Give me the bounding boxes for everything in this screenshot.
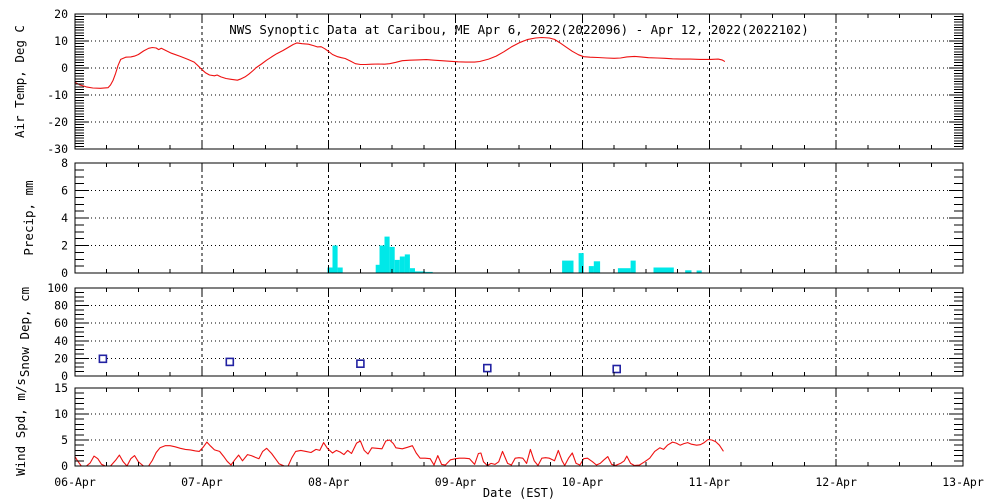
precip-bar	[409, 268, 415, 273]
y-tick-label: 2	[61, 239, 68, 253]
y-tick-label: 5	[61, 433, 68, 447]
y-axis-title-wind: Wind Spd, m/s	[13, 378, 28, 476]
y-tick-label: 20	[54, 7, 68, 21]
precip-bar	[617, 268, 631, 273]
panel-precip: 0 2 4 6 8 Precip, mm	[21, 156, 964, 280]
y-tick-label: 20	[54, 351, 68, 365]
y-tick-label: 100	[47, 281, 68, 295]
y-ticks-temp	[75, 13, 963, 150]
precip-bar	[404, 254, 410, 273]
panel-border-snow	[74, 287, 964, 377]
panel-border-wind	[74, 387, 964, 467]
y-tick-labels-snow: 0 20 40 60 80 100	[47, 281, 68, 383]
y-tick-label: 10	[54, 407, 68, 421]
y-tick-label: 40	[54, 334, 68, 348]
precip-bar	[327, 267, 333, 273]
y-tick-label: 0	[61, 459, 68, 473]
precip-bar	[588, 266, 594, 273]
panel-border-temp	[74, 13, 964, 150]
precip-bar	[384, 236, 390, 273]
air_temp_deg_c-line	[74, 36, 726, 89]
x-tick-label: 06-Apr	[54, 475, 96, 489]
precip-bar	[578, 253, 584, 273]
snow-depth-marker	[612, 364, 622, 374]
y-tick-labels-precip: 0 2 4 6 8	[61, 156, 68, 280]
x-axis-title: Date (EST)	[483, 486, 555, 500]
wind_speed_m_s-line	[74, 438, 724, 467]
h-gridlines-temp	[75, 40, 963, 123]
x-tick-label: 08-Apr	[308, 475, 350, 489]
h-gridlines-precip	[75, 190, 963, 246]
panel-border-precip	[74, 162, 964, 274]
y-tick-labels-temp: -30 -20 -10 0 10 20	[47, 7, 68, 156]
x-tick-labels: 06-Apr 07-Apr 08-Apr 09-Apr 10-Apr 11-Apr 12-A…	[54, 475, 984, 489]
y-tick-label: 0	[61, 61, 68, 75]
y-tick-label: 15	[54, 381, 68, 395]
precip-bar	[630, 260, 636, 273]
x-tick-label: 10-Apr	[562, 475, 604, 489]
v-gridlines-snow	[201, 288, 837, 376]
precip-bar	[389, 246, 395, 273]
precip-bar	[593, 261, 601, 273]
x-tick-label: 07-Apr	[181, 475, 223, 489]
y-tick-label: 60	[54, 316, 68, 330]
precip-bar	[337, 267, 343, 273]
h-gridlines-snow	[75, 305, 963, 359]
snow-depth-marker	[225, 357, 235, 367]
panel-temp: -30 -20 -10 0 10 20 Air Temp, Deg C	[12, 7, 964, 156]
y-tick-label: 0	[61, 369, 68, 383]
y-tick-label: -20	[47, 115, 68, 129]
snow_depth_cm-points	[98, 354, 622, 374]
h-gridlines-wind	[75, 413, 963, 441]
precip-bar	[332, 245, 338, 273]
y-tick-label: 6	[61, 184, 68, 198]
y-axis-title-precip: Precip, mm	[21, 180, 36, 255]
y-tick-label: 10	[54, 34, 68, 48]
snow-depth-marker	[482, 363, 492, 373]
precip_mm-bars	[327, 236, 702, 274]
x-tick-label: 13-Apr	[942, 475, 984, 489]
y-tick-label: 8	[61, 156, 68, 170]
precip-bar	[653, 267, 674, 273]
precip-bar	[685, 270, 692, 274]
x-tick-label: 11-Apr	[689, 475, 731, 489]
precip-bar	[415, 271, 426, 273]
chart-title: NWS Synoptic Data at Caribou, ME Apr 6, …	[229, 22, 808, 37]
v-gridlines-wind	[201, 388, 837, 466]
y-tick-label: -30	[47, 142, 68, 156]
precip-bar	[379, 245, 385, 273]
y-axis-title-snow: Snow Dep, cm	[17, 287, 32, 377]
y-tick-label: -10	[47, 88, 68, 102]
panel-snow: 0 20 40 60 80 100 Snow Dep, cm	[17, 281, 964, 383]
precip-bar	[562, 260, 574, 273]
x-ticks-precip	[74, 163, 964, 273]
precip-bar	[375, 264, 380, 274]
y-axis-title-temp: Air Temp, Deg C	[12, 25, 27, 138]
precip-bar	[394, 259, 400, 273]
x-tick-label: 12-Apr	[815, 475, 857, 489]
x-tick-label: 09-Apr	[435, 475, 477, 489]
panel-wind: 0 5 10 15 Wind Spd, m/s	[13, 378, 964, 476]
y-tick-label: 0	[61, 266, 68, 280]
x-ticks-temp	[74, 14, 964, 149]
v-gridlines-temp	[201, 14, 837, 149]
snow-depth-marker	[98, 354, 108, 364]
snow-depth-marker	[356, 359, 365, 369]
precip-bar	[399, 256, 405, 273]
y-tick-label: 4	[61, 211, 68, 225]
precip-bar	[696, 270, 702, 273]
y-tick-labels-wind: 0 5 10 15	[54, 381, 68, 473]
y-tick-label: 80	[54, 299, 68, 313]
